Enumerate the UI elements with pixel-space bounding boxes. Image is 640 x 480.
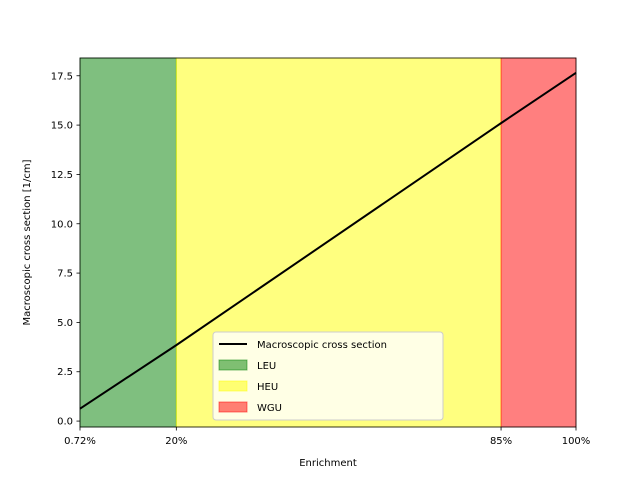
x-axis-ticks: 0.72% 20% 85% 100% — [64, 427, 590, 447]
series-line — [79, 71, 577, 410]
x-tick-label: 100% — [562, 436, 591, 447]
y-tick-label: 17.5 — [51, 71, 73, 82]
series-lines — [79, 71, 577, 410]
y-axis-label: Macroscopic cross section [1/cm] — [22, 159, 33, 325]
legend-box — [212, 331, 444, 421]
legend-swatch-heu — [218, 380, 248, 392]
y-tick-label: 5.0 — [57, 318, 73, 329]
x-axis-label: Enrichment — [299, 458, 357, 469]
legend-label: LEU — [257, 361, 276, 372]
y-tick-label: 7.5 — [57, 269, 73, 280]
legend-swatch-leu — [218, 359, 248, 371]
legend-swatch-wgu — [218, 401, 248, 413]
legend-label: HEU — [257, 382, 278, 393]
plot-frame — [79, 57, 577, 428]
y-tick-label: 10.0 — [51, 219, 73, 230]
y-tick-label: 2.5 — [57, 367, 73, 378]
x-tick-label: 85% — [490, 436, 512, 447]
y-tick-label: 0.0 — [57, 417, 73, 428]
legend-label: Macroscopic cross section — [257, 340, 387, 351]
legend: Macroscopic cross section LEU HEU WGU — [212, 331, 444, 421]
x-tick-label: 20% — [165, 436, 187, 447]
region-leu — [79, 57, 177, 428]
y-tick-label: 15.0 — [51, 121, 73, 132]
legend-label: WGU — [257, 403, 282, 414]
y-tick-label: 12.5 — [51, 170, 73, 181]
region-wgu — [500, 57, 577, 428]
x-tick-label: 0.72% — [64, 436, 96, 447]
y-axis-ticks: 0.0 2.5 5.0 7.5 10.0 12.5 15.0 17.5 — [51, 71, 80, 428]
